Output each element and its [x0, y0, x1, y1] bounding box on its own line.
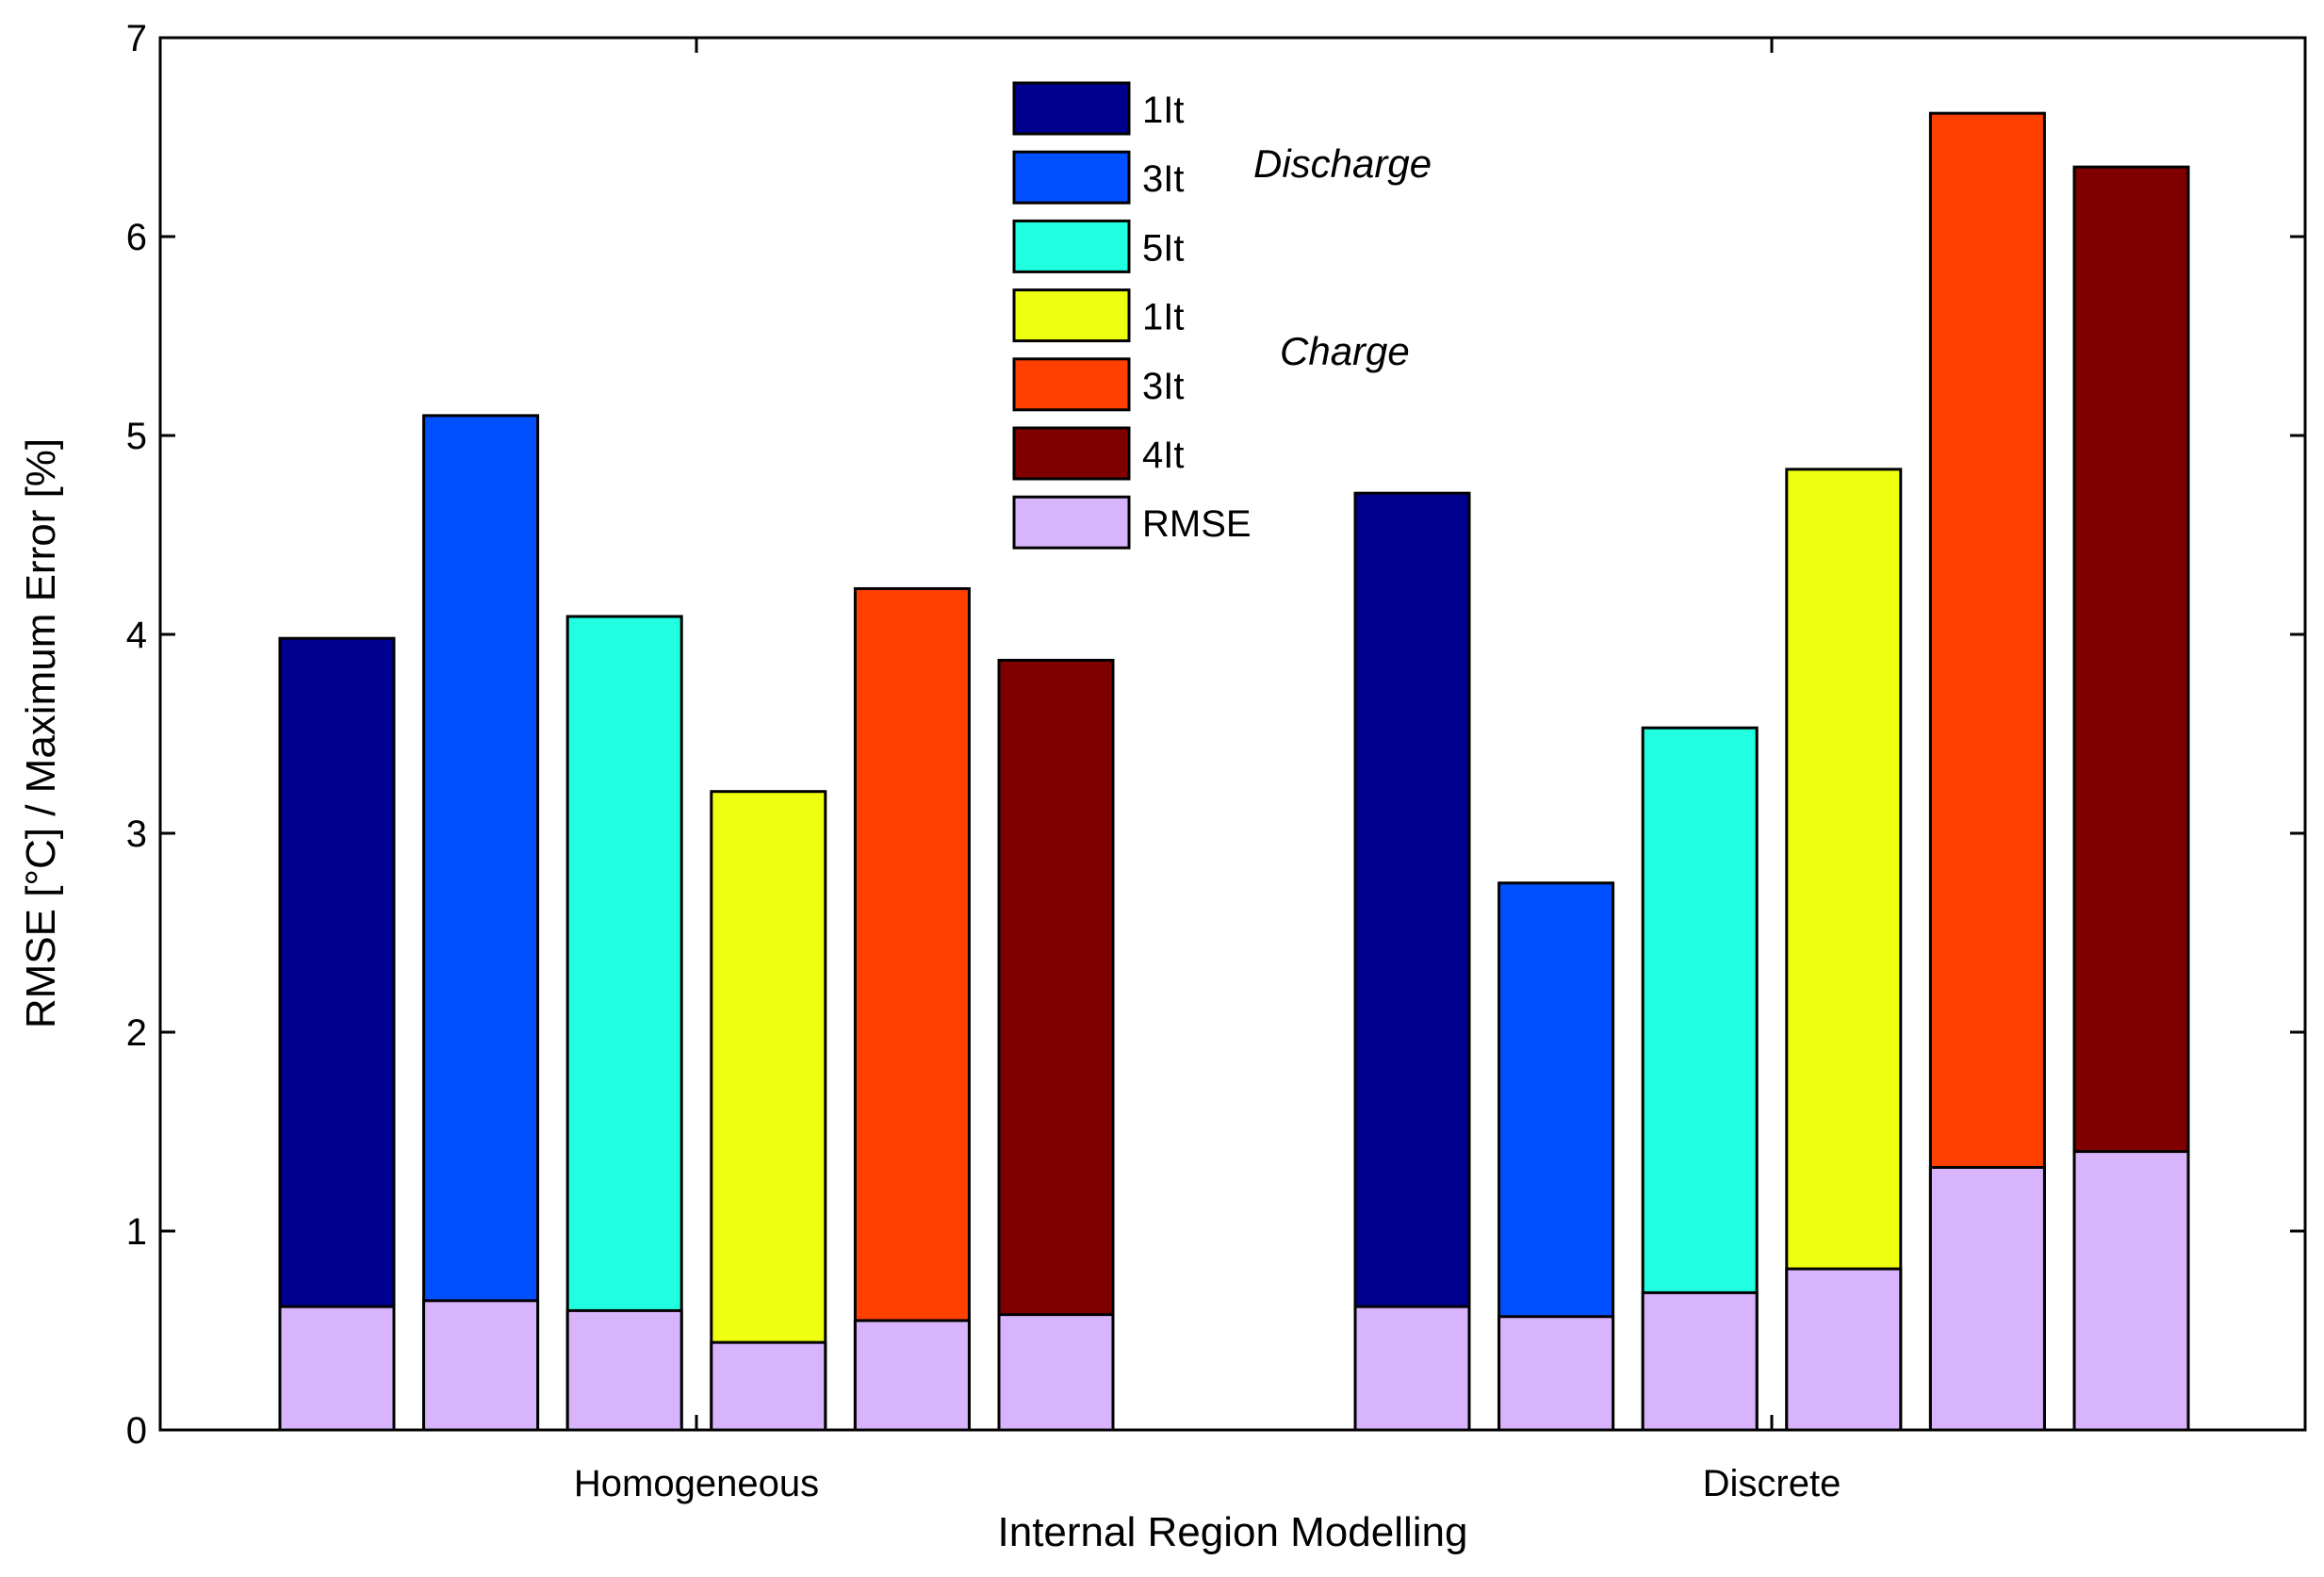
legend-swatch-5 — [1012, 426, 1131, 481]
y-tick-label-0: 0 — [126, 1410, 147, 1452]
bar-homogeneous-discharge-3it — [422, 414, 540, 1432]
bar-homogeneous-discharge-1it — [278, 636, 396, 1432]
legend-swatch-6 — [1012, 495, 1131, 550]
bar-rmse-homogeneous-discharge-5it — [565, 1308, 683, 1432]
legend: 1It 3It 5It 1It 3It 4It RMSE — [997, 60, 1308, 560]
axis-ticks: 0 1 2 3 4 5 6 7 — [126, 18, 2305, 1452]
bar-rmse-discrete-charge-3it — [1928, 1165, 2046, 1432]
bar-rmse-homogeneous-charge-4it — [997, 1313, 1115, 1432]
legend-swatch-3 — [1012, 288, 1131, 343]
bar-homogeneous-charge-1it — [710, 790, 827, 1432]
y-tick-label-2: 2 — [126, 1012, 147, 1054]
legend-label-5: 4It — [1142, 435, 1184, 476]
annotation-discharge: Discharge — [1253, 141, 1432, 186]
bar-rmse-discrete-discharge-3it — [1498, 1315, 1615, 1432]
bar-rmse-discrete-discharge-1it — [1353, 1305, 1471, 1432]
bar-homogeneous-charge-3it — [853, 586, 971, 1432]
bar-rmse-discrete-charge-4it — [2072, 1150, 2190, 1432]
x-axis-label: Internal Region Modelling — [998, 1509, 1468, 1555]
legend-swatch-4 — [1012, 357, 1131, 412]
legend-label-0: 1It — [1142, 90, 1184, 131]
legend-swatch-0 — [1012, 81, 1131, 136]
plot-frame — [158, 36, 2307, 1432]
y-axis-label: RMSE [°C] / Maximum Error [%] — [18, 438, 64, 1028]
y-tick-label-1: 1 — [126, 1211, 147, 1253]
legend-label-4: 3It — [1142, 366, 1184, 407]
bar-rmse-homogeneous-charge-3it — [853, 1319, 971, 1432]
legend-label-1: 3It — [1142, 158, 1184, 200]
legend-label-2: 5It — [1142, 227, 1184, 269]
y-tick-label-7: 7 — [126, 18, 147, 59]
y-tick-label-6: 6 — [126, 217, 147, 258]
bar-rmse-discrete-discharge-5it — [1641, 1290, 1759, 1432]
bar-rmse-discrete-charge-1it — [1785, 1267, 1903, 1432]
y-tick-label-5: 5 — [126, 416, 147, 457]
x-tick-label-homogeneous: Homogeneous — [574, 1463, 819, 1504]
y-tick-label-4: 4 — [126, 615, 147, 656]
y-tick-label-3: 3 — [126, 813, 147, 855]
bar-homogeneous-charge-4it — [997, 658, 1115, 1432]
x-tick-label-discrete: Discrete — [1703, 1463, 1841, 1504]
bar-rmse-homogeneous-discharge-1it — [278, 1305, 396, 1432]
bar-rmse-homogeneous-discharge-3it — [422, 1299, 540, 1432]
legend-swatch-2 — [1012, 219, 1131, 273]
legend-swatch-1 — [1012, 150, 1131, 205]
bar-rmse-homogeneous-charge-1it — [710, 1340, 827, 1432]
legend-label-6: RMSE — [1142, 503, 1252, 545]
legend-label-3: 1It — [1142, 297, 1184, 338]
bars-layer — [278, 111, 2190, 1432]
annotation-charge: Charge — [1280, 329, 1410, 373]
bar-discrete-discharge-1it — [1353, 491, 1471, 1432]
x-tick-labels: Homogeneous Discrete — [574, 1463, 1841, 1504]
bar-homogeneous-discharge-5it — [565, 615, 683, 1432]
